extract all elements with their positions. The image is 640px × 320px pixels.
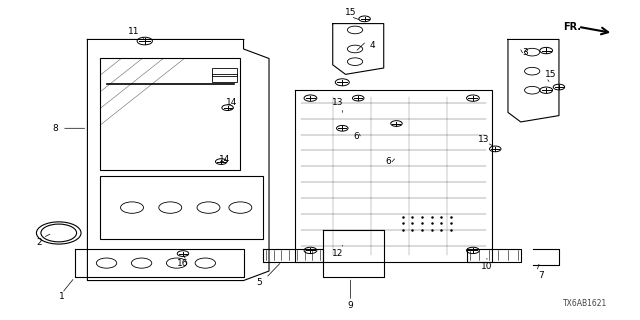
Text: 12: 12 xyxy=(332,249,344,258)
Text: FR.: FR. xyxy=(563,22,581,32)
Text: 9: 9 xyxy=(348,301,353,310)
Text: 4: 4 xyxy=(369,41,375,50)
Text: 14: 14 xyxy=(227,99,237,108)
Text: 6: 6 xyxy=(385,157,391,166)
Text: 14: 14 xyxy=(219,155,230,164)
Text: 3: 3 xyxy=(522,48,528,57)
Text: 13: 13 xyxy=(332,99,343,108)
Text: 8: 8 xyxy=(52,124,58,133)
Text: 11: 11 xyxy=(128,27,140,36)
Text: 15: 15 xyxy=(545,70,556,79)
Text: 2: 2 xyxy=(37,238,42,247)
Text: 10: 10 xyxy=(481,262,493,271)
Text: 1: 1 xyxy=(59,292,65,301)
Text: 7: 7 xyxy=(538,271,544,280)
Text: 6: 6 xyxy=(353,132,359,141)
Text: 5: 5 xyxy=(257,278,262,287)
Text: 13: 13 xyxy=(478,135,490,144)
Text: 15: 15 xyxy=(345,8,356,17)
Text: TX6AB1621: TX6AB1621 xyxy=(563,299,607,308)
Text: 16: 16 xyxy=(177,259,189,268)
